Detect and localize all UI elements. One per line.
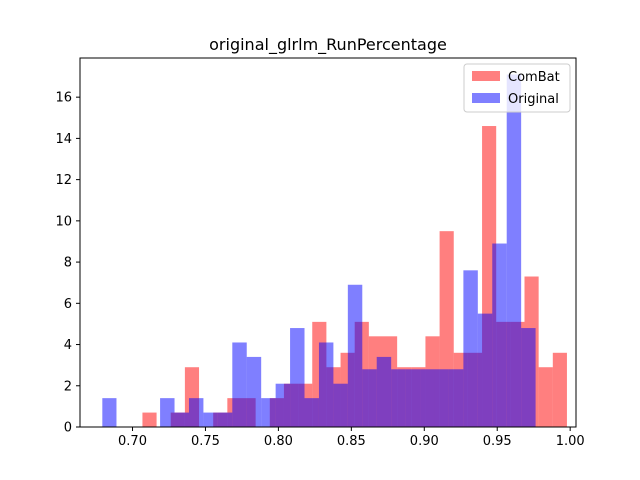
- legend-label-original: Original: [508, 92, 559, 107]
- bar-original-1: [160, 398, 175, 427]
- bar-original-7: [246, 356, 262, 427]
- bar-combat-26: [552, 352, 567, 427]
- bar-original-15: [362, 369, 377, 427]
- bar-original-22: [463, 270, 478, 427]
- bar-original-18: [405, 369, 421, 427]
- bar-original-13: [333, 383, 348, 427]
- y-tick-label: 2: [64, 379, 72, 394]
- bar-original-21: [448, 369, 464, 427]
- plot-frame: [79, 57, 577, 428]
- y-tick-label: 0: [64, 421, 72, 436]
- histogram-bars: [102, 74, 567, 428]
- legend-swatch-combat: [472, 71, 500, 81]
- bar-original-11: [304, 398, 319, 427]
- x-tick-label: 0.75: [191, 434, 220, 449]
- bar-original-6: [232, 342, 247, 427]
- y-tick-label: 12: [55, 173, 72, 188]
- y-tick-label: 16: [55, 91, 72, 106]
- bar-original-23: [477, 313, 493, 427]
- bar-original-20: [434, 369, 449, 427]
- bar-original-16: [376, 356, 392, 427]
- x-tick-label: 0.80: [264, 434, 293, 449]
- bar-original-10: [290, 328, 305, 427]
- legend-swatch-original: [472, 93, 500, 103]
- bar-original-8: [261, 398, 276, 427]
- y-tick-label: 10: [55, 214, 72, 229]
- bar-original-9: [275, 383, 291, 427]
- x-tick-label: 1.00: [556, 434, 585, 449]
- y-tick-label: 14: [55, 132, 72, 147]
- y-tick-label: 8: [64, 256, 72, 271]
- legend-label-combat: ComBat: [508, 70, 560, 85]
- bar-original-25: [506, 74, 522, 428]
- bar-original-19: [420, 369, 435, 427]
- bar-original-26: [521, 328, 536, 427]
- y-tick-label: 4: [64, 338, 72, 353]
- bar-original-5: [217, 412, 233, 427]
- bar-original-0: [102, 398, 117, 427]
- axes: 0.70 0.75 0.80 0.85 0.90 0.95 1.00 0 2 4 6 8 10 12 14 1…: [55, 57, 585, 449]
- bar-original-2: [174, 412, 189, 427]
- x-tick-label: 0.70: [118, 434, 147, 449]
- bar-original-12: [318, 342, 334, 427]
- x-tick-label: 0.85: [337, 434, 366, 449]
- bar-original-17: [391, 369, 406, 427]
- bar-original-3: [188, 398, 204, 427]
- x-tick-label: 0.95: [483, 434, 512, 449]
- series-original: [102, 74, 536, 428]
- legend: ComBat Original: [463, 63, 571, 113]
- chart-title: original_glrlm_RunPercentage: [209, 35, 447, 55]
- bar-original-4: [203, 412, 218, 427]
- bar-combat-25: [538, 367, 553, 427]
- bar-original-14: [347, 284, 363, 427]
- y-tick-label: 6: [64, 297, 72, 312]
- bar-original-24: [492, 243, 507, 427]
- x-tick-label: 0.90: [410, 434, 439, 449]
- bar-combat-0: [142, 412, 157, 427]
